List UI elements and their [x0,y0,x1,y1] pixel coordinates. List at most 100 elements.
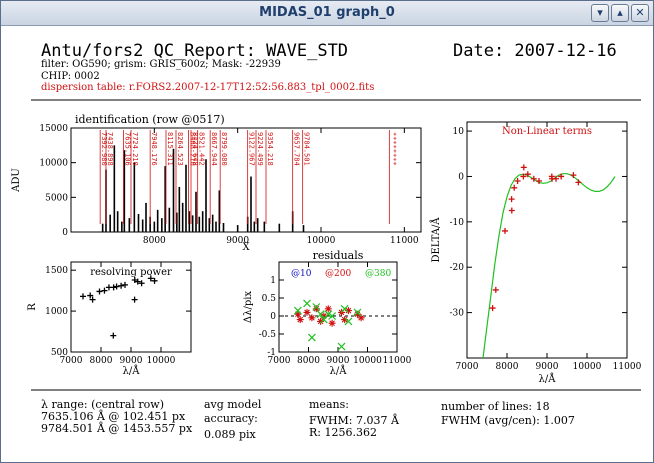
nonlinear-xtick-label: 11000 [613,362,642,372]
line-id-label: 8521.442 [198,132,206,166]
resolving-point [131,296,138,303]
residual-point-200 [308,314,316,322]
ident-ylabel: ADU [11,168,22,193]
chip-info: CHIP: 0002 [41,71,100,82]
nonlinear-point [570,172,577,179]
ident-xtick-label: 10000 [307,236,336,246]
resolving-point [89,296,96,303]
residual-point-380 [293,306,302,315]
resolving-point [151,277,158,284]
plots-svg: 8000 9000 10000 11000050001000015000XADUide… [11,99,642,391]
residual-point-200 [317,317,325,325]
line-id-label: 7392.980 [100,132,108,166]
residuals-xtick-label: 10000 [353,356,382,366]
resolving-ytick-label: 500 [51,348,68,358]
resolving-point [110,332,117,339]
residual-point-200 [328,319,336,327]
nonlinear-point [489,305,496,312]
nonlinear-frame [466,121,628,359]
residual-point-200 [324,305,332,313]
plot-canvas: Antu/fors2 QC_Report: WAVE_STD Date: 200… [1,26,653,462]
resolving-point [113,283,120,290]
residual-point-200 [296,316,304,324]
resolving-xtick-label: 9000 [120,356,143,366]
residual-point-200 [344,307,352,315]
residuals-xtick-label: 7000 [268,356,291,366]
resolving-xtick-label: 8000 [90,356,113,366]
resolving-xlabel: λ/Å [123,365,141,377]
residuals-ytick-label: -0.5 [259,330,277,340]
accuracy-label: accuracy: [204,412,258,425]
resolving-point [80,293,86,300]
line-id-label: 9122.967 [248,132,256,166]
nonlinear-point [508,207,515,214]
resolving-ytick-label: 1500 [45,266,68,276]
report-date: Date: 2007-12-16 [453,41,617,61]
residual-point-200 [357,314,365,322]
lambda-range-start: 7635.106 Å @ 102.451 px [41,410,186,423]
residual-point-380 [312,303,321,311]
nonlinear-xlabel: λ/Å [539,373,557,385]
minimize-icon[interactable]: ▾ [591,4,609,22]
residual-point-380 [328,312,337,320]
ident-frame [70,127,422,233]
line-id-label: 8115.311 [166,132,174,166]
nonlinear-point [502,227,508,234]
filter-info: filter: OG590; grism: GRIS_600z; Mask: -… [41,59,281,70]
residual-point-200 [312,305,320,313]
residuals-xlabel: λ/Å [330,365,348,377]
line-id-label: 7635.106 [124,132,132,166]
residuals-legend-200: @200 [325,269,351,279]
line-id-label: 8408.210 [189,132,197,166]
number-of-lines: number of lines: 18 [441,400,550,413]
residuals-xtick-label: 9000 [327,356,350,366]
ident-title: identification (row @0517) [75,113,225,126]
residuals-legend-380: @380 [365,269,391,279]
residual-point-380 [319,315,328,324]
report-title: Antu/fors2 QC_Report: WAVE_STD [41,41,349,61]
resolving-point [118,282,125,289]
close-icon[interactable]: ✕ [631,4,649,22]
nonlinear-point [524,171,531,178]
nonlinear-ytick-label: -20 [450,263,465,273]
lambda-range-end: 9784.501 Å @ 1453.557 px [41,422,193,435]
nonlinear-title: Non-Linear terms [502,126,592,137]
residual-point-380 [307,333,316,342]
nonlinear-xtick-label: 9000 [536,362,559,372]
fwhm-avg-cen: FWHM (avg/cen): 1.007 [441,414,575,427]
nonlinear-ytick-label: -30 [450,309,465,319]
residual-point-380 [316,310,325,319]
fwhm-mean: FWHM: 7.037 Å [309,414,399,427]
nonlinear-xtick-label: 8000 [496,362,519,372]
title-bar[interactable]: MIDAS_01 graph_0 ▾ ▴ ✕ [1,1,653,26]
avg-model-label: avg model [204,398,262,411]
line-id-label: 7948.176 [150,132,158,166]
nonlinear-xtick-label: 10000 [573,362,602,372]
residual-point-200 [294,310,302,318]
residual-point-380 [337,342,346,351]
residuals-xtick-label: 11000 [383,356,412,366]
line-id-label: 7724.210 [131,132,139,166]
resolving-ytick-label: 1000 [45,307,68,317]
nonlinear-ytick-label: 0 [458,172,464,182]
lambda-range-label: λ range: (central row) [41,398,165,411]
ident-xtick-label: 9000 [226,236,249,246]
ident-ytick-label: 0 [62,228,68,238]
window-title: MIDAS_01 graph_0 [259,5,395,20]
maximize-icon[interactable]: ▴ [611,4,629,22]
resolving-point [101,287,108,294]
residuals-ylabel: Δλ/pix [243,291,254,324]
nonlinear-fit-curve [482,173,616,359]
residual-point-200 [303,308,311,316]
line-id-label: 8424.648 [191,132,199,166]
resolving-ylabel: R [27,303,38,311]
residual-point-380 [303,299,311,308]
accuracy-value: 0.089 pix [204,428,256,441]
resolving-point [96,288,103,295]
nonlinear-point [558,173,565,180]
resolving-point [122,281,128,288]
ident-xtick-label: 11000 [390,236,419,246]
residuals-title: residuals [313,249,364,262]
residual-point-380 [344,317,353,326]
